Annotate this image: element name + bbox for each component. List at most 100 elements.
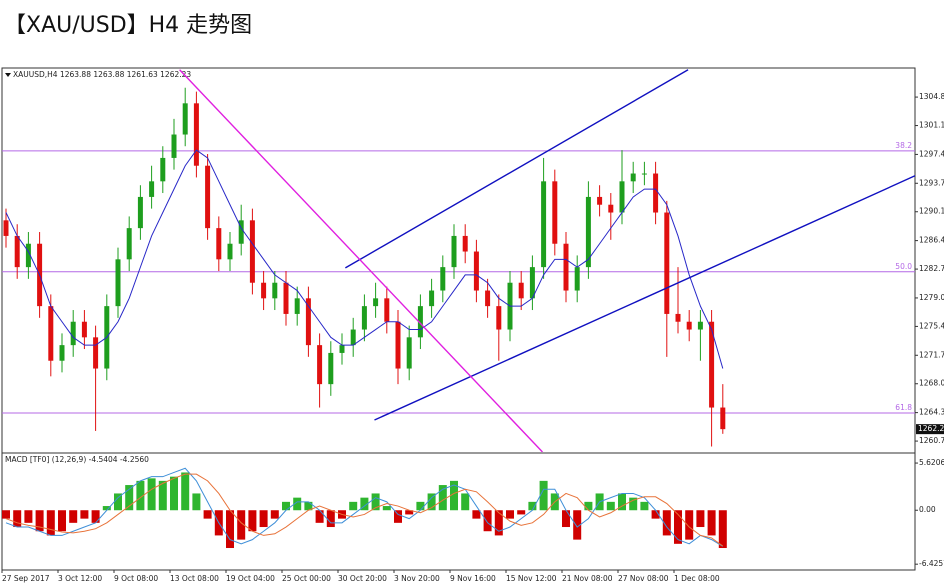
macd-bar [517,510,526,515]
macd-bar [461,493,470,511]
macd-bar [136,480,145,511]
candle-body [317,345,323,385]
last-price-label: 1262.23 [918,424,944,433]
trend-line [374,175,915,421]
fib-label: 38.2 [895,141,912,150]
y-tick-label: -6.4257 [919,559,944,568]
candle-body [529,267,535,299]
fib-label: 50.0 [895,262,912,271]
y-tick-label: 1286.40 [919,236,944,245]
macd-bar [13,510,22,528]
trend-line [179,69,543,452]
macd-bar [80,510,89,519]
candle-body [373,298,379,307]
y-tick-label: 1268.05 [919,379,944,388]
x-tick-label: 3 Nov 20:00 [394,574,440,583]
candle-body [305,298,311,346]
macd-bar [114,493,122,511]
candle-body [597,196,603,205]
candle-body [93,337,99,369]
candle-body [686,321,692,330]
candle-body [630,173,636,182]
y-tick-label: 1293.75 [919,178,944,187]
y-tick-label: 0.00 [919,505,936,514]
candle-body [653,173,659,213]
candle-body [115,259,121,307]
y-tick-label: 1275.40 [919,321,944,330]
candle-body [48,306,54,361]
macd-bar [685,510,694,540]
macd-bar [562,510,570,528]
x-tick-label: 27 Nov 08:00 [618,574,669,583]
candle-body [406,337,412,369]
candle-body [675,313,681,322]
candle-body [227,243,233,260]
y-tick-label: 1304.80 [919,92,944,101]
candle-body [216,228,222,260]
price-header: XAUUSD,H4 1263.88 1263.88 1261.63 1262.2… [13,70,191,79]
candle-body [709,321,715,408]
macd-bar [91,510,100,523]
candle-body [361,306,367,330]
candle-body [496,306,502,330]
macd-bar [506,510,514,519]
candle-body [283,282,289,314]
candle-body [261,282,267,299]
macd-bar [58,510,66,532]
macd-header: MACD [TF0] (12,26,9) -4.5404 -4.2560 [5,455,149,464]
macd-bar [237,510,246,540]
macd-bar [539,480,548,511]
trend-line [345,69,689,269]
x-tick-label: 9 Oct 08:00 [114,574,158,583]
x-tick-label: 3 Oct 12:00 [58,574,102,583]
macd-bar [293,497,302,511]
y-tick-label: 5.6206 [919,458,944,467]
macd-bar [640,501,649,511]
candle-body [205,165,211,229]
candle-body [574,267,580,291]
candle-body [339,345,345,353]
candle-body [193,103,199,166]
candle-body [149,181,155,197]
macd-bar [203,510,212,519]
candle-body [541,181,547,268]
x-tick-label: 19 Oct 04:00 [226,574,275,583]
macd-bar [102,506,111,511]
macd-bar [696,510,705,528]
macd-bar [584,501,593,511]
macd-bar [573,510,582,540]
macd-bar [606,501,615,511]
y-tick-label: 1271.70 [919,350,944,359]
candle-body [160,157,166,182]
candle-body [272,282,278,299]
macd-bar [629,497,638,511]
fib-label: 61.8 [895,403,912,412]
macd-bar [494,510,503,536]
macd-bar [707,510,716,536]
candle-body [417,306,423,338]
candle-body [350,329,356,346]
y-tick-label: 1260.70 [919,436,944,445]
x-tick-label: 27 Sep 2017 [2,574,50,583]
x-tick-label: 15 Nov 12:00 [506,574,557,583]
macd-bar [483,510,492,532]
candle-body [563,243,569,291]
candle-body [552,181,558,244]
page-title: 【XAU/USD】H4 走势图 [4,13,252,38]
x-tick-label: 1 Dec 08:00 [674,574,720,583]
macd-bar [270,510,279,519]
macd-bar [192,493,201,511]
x-tick-label: 30 Oct 20:00 [338,574,387,583]
candle-body [641,173,647,175]
macd-bar [651,510,660,519]
candle-body [328,352,334,385]
macd-bar [304,501,313,511]
macd-bar [181,472,190,511]
x-tick-label: 9 Nov 16:00 [450,574,496,583]
candle-body [697,321,703,330]
macd-bar [69,510,78,523]
macd-bar [427,493,436,511]
macd-bar [450,480,458,511]
candle-body [485,290,491,307]
